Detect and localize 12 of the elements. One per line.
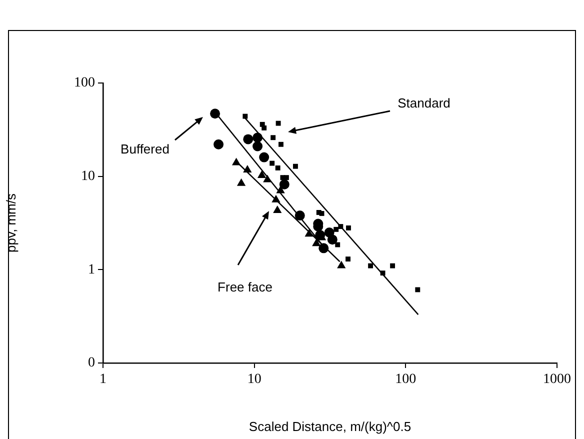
x-axis-title: Scaled Distance, m/(kg)^0.5: [248, 418, 412, 434]
x-tick-label: 10: [247, 372, 262, 388]
x-tick-label: 1000: [543, 372, 571, 388]
y-tick-label: 10: [81, 169, 95, 184]
y-tick-label: 100: [74, 76, 95, 91]
x-tick-label: 1: [100, 372, 106, 388]
y-tick-label: 1: [88, 262, 95, 278]
annotation: Buffered: [120, 142, 170, 157]
annotation: Free face: [218, 280, 272, 295]
x-tick-label: 100: [395, 372, 416, 388]
annotation: Standard: [398, 96, 450, 111]
y-tick-label: 0: [88, 356, 95, 371]
